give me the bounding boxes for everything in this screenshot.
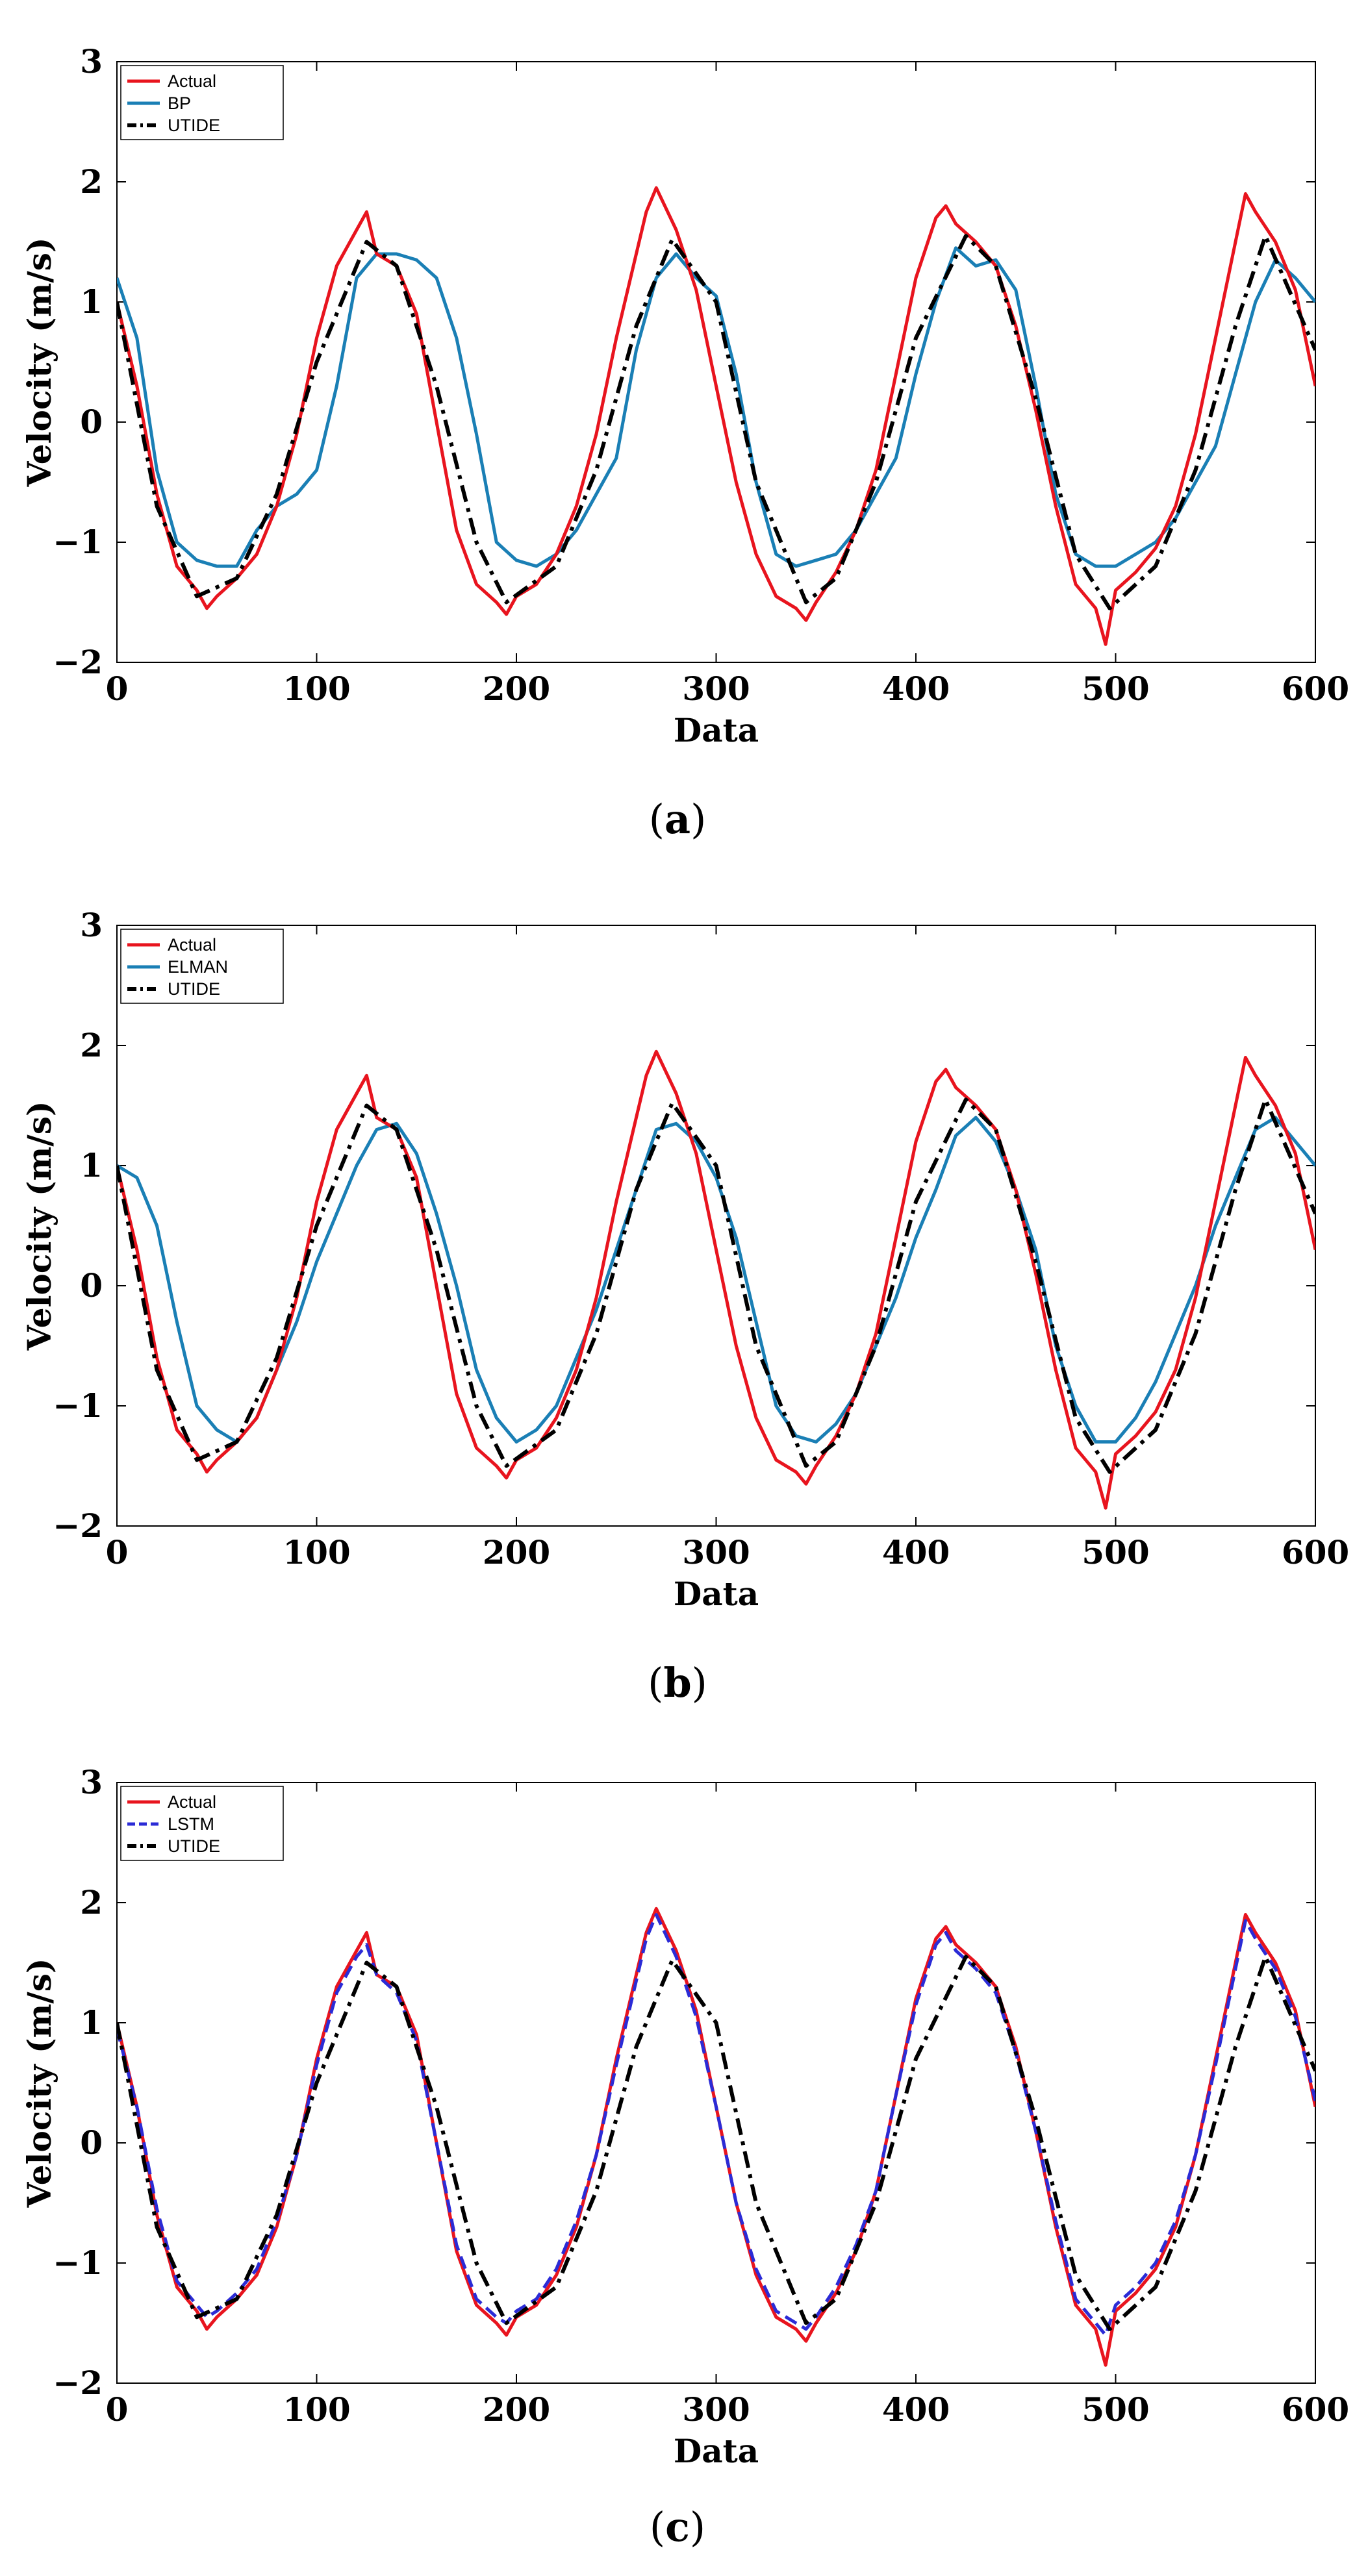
x-tick-label-a: 600 (1282, 669, 1349, 708)
x-tick-label-c: 100 (283, 2390, 350, 2429)
x-tick-label-b: 200 (483, 1533, 550, 1571)
series-group-a (117, 186, 1315, 646)
x-tick-label-b: 400 (882, 1533, 950, 1571)
series-line-lstm-c (117, 1913, 1315, 2337)
y-tick-label-c: 0 (80, 2123, 103, 2162)
x-tick-label-a: 400 (882, 669, 950, 708)
y-tick-label-c: 1 (80, 2003, 103, 2042)
series-line-utide-b (117, 1097, 1315, 1474)
legend-label-utide-a: UTIDE (168, 116, 220, 135)
x-tick-label-c: 300 (682, 2390, 750, 2429)
y-axis-label-b: Velocity (m/s) (20, 1101, 58, 1351)
series-group-b (117, 1049, 1315, 1510)
y-tick-label-b: −2 (53, 1507, 103, 1545)
y-tick-label-b: 3 (80, 906, 103, 944)
caption-c: (c) (649, 2503, 706, 2551)
series-line-bp-a (117, 246, 1315, 568)
legend-label-actual-a: Actual (168, 71, 216, 91)
x-tick-label-b: 600 (1282, 1533, 1349, 1571)
x-tick-label-c: 500 (1082, 2390, 1149, 2429)
y-axis-label-a: Velocity (m/s) (20, 238, 58, 488)
x-tick-label-a: 0 (106, 669, 129, 708)
y-tick-label-a: 1 (80, 282, 103, 321)
x-tick-label-b: 0 (106, 1533, 129, 1571)
series-line-elman-b (117, 1116, 1315, 1444)
y-tick-label-a: −1 (53, 523, 103, 561)
y-axis-label-c: Velocity (m/s) (20, 1958, 58, 2208)
x-tick-label-b: 300 (682, 1533, 750, 1571)
x-axis-label-c: Data (674, 2432, 759, 2470)
caption-b: (b) (648, 1659, 707, 1707)
x-axis-label-b: Data (674, 1575, 759, 1613)
y-tick-label-a: 3 (80, 42, 103, 81)
x-tick-label-a: 500 (1082, 669, 1149, 708)
caption-a: (a) (648, 795, 707, 843)
x-tick-label-a: 100 (283, 669, 350, 708)
y-tick-label-a: −2 (53, 643, 103, 681)
y-tick-label-b: 2 (80, 1026, 103, 1064)
x-tick-label-c: 200 (483, 2390, 550, 2429)
series-line-utide-c (117, 1955, 1315, 2331)
legend-label-utide-c: UTIDE (168, 1836, 220, 1856)
y-tick-label-c: 3 (80, 1763, 103, 1801)
y-tick-label-a: 0 (80, 403, 103, 441)
panel-a: 0 100 200 300 400 500 600 3 2 1 0 −1 −2 Data Velocity … (0, 0, 1355, 864)
caption-c-letter: c (665, 2503, 690, 2551)
chart-a: 0 100 200 300 400 500 600 3 2 1 0 −1 −2 Data Velocity … (20, 42, 1349, 749)
y-tick-label-a: 2 (80, 162, 103, 201)
legend-label-actual-b: Actual (168, 935, 216, 955)
x-tick-label-a: 300 (682, 669, 750, 708)
series-group-c (117, 1907, 1315, 2367)
legend-label-elman-b: ELMAN (168, 957, 228, 977)
panel-b: 0 100 200 300 400 500 600 3 2 1 0 −1 −2 Data Velocity … (0, 864, 1355, 1721)
caption-a-letter: a (664, 795, 691, 843)
panel-c: 0 100 200 300 400 500 600 3 2 1 0 −1 −2 Data Velocity … (0, 1721, 1355, 2576)
y-tick-label-c: −2 (53, 2364, 103, 2402)
chart-b: 0 100 200 300 400 500 600 3 2 1 0 −1 −2 Data Velocity … (20, 906, 1349, 1613)
x-tick-label-c: 0 (106, 2390, 129, 2429)
y-tick-label-b: −1 (53, 1386, 103, 1425)
y-tick-label-c: −1 (53, 2244, 103, 2282)
x-tick-label-a: 200 (483, 669, 550, 708)
legend-label-utide-b: UTIDE (168, 979, 220, 999)
legend-label-actual-c: Actual (168, 1792, 216, 1812)
legend-label-lstm-c: LSTM (168, 1814, 214, 1834)
x-tick-label-b: 500 (1082, 1533, 1149, 1571)
y-tick-label-c: 2 (80, 1883, 103, 1921)
x-axis-label-a: Data (674, 711, 759, 749)
caption-b-letter: b (663, 1659, 692, 1707)
y-tick-label-b: 1 (80, 1146, 103, 1184)
x-tick-label-b: 100 (283, 1533, 350, 1571)
x-tick-label-c: 600 (1282, 2390, 1349, 2429)
legend-label-bp-a: BP (168, 94, 191, 113)
x-tick-label-c: 400 (882, 2390, 950, 2429)
chart-c: 0 100 200 300 400 500 600 3 2 1 0 −1 −2 Data Velocity … (20, 1763, 1349, 2470)
series-line-utide-a (117, 234, 1315, 610)
y-tick-label-b: 0 (80, 1266, 103, 1305)
